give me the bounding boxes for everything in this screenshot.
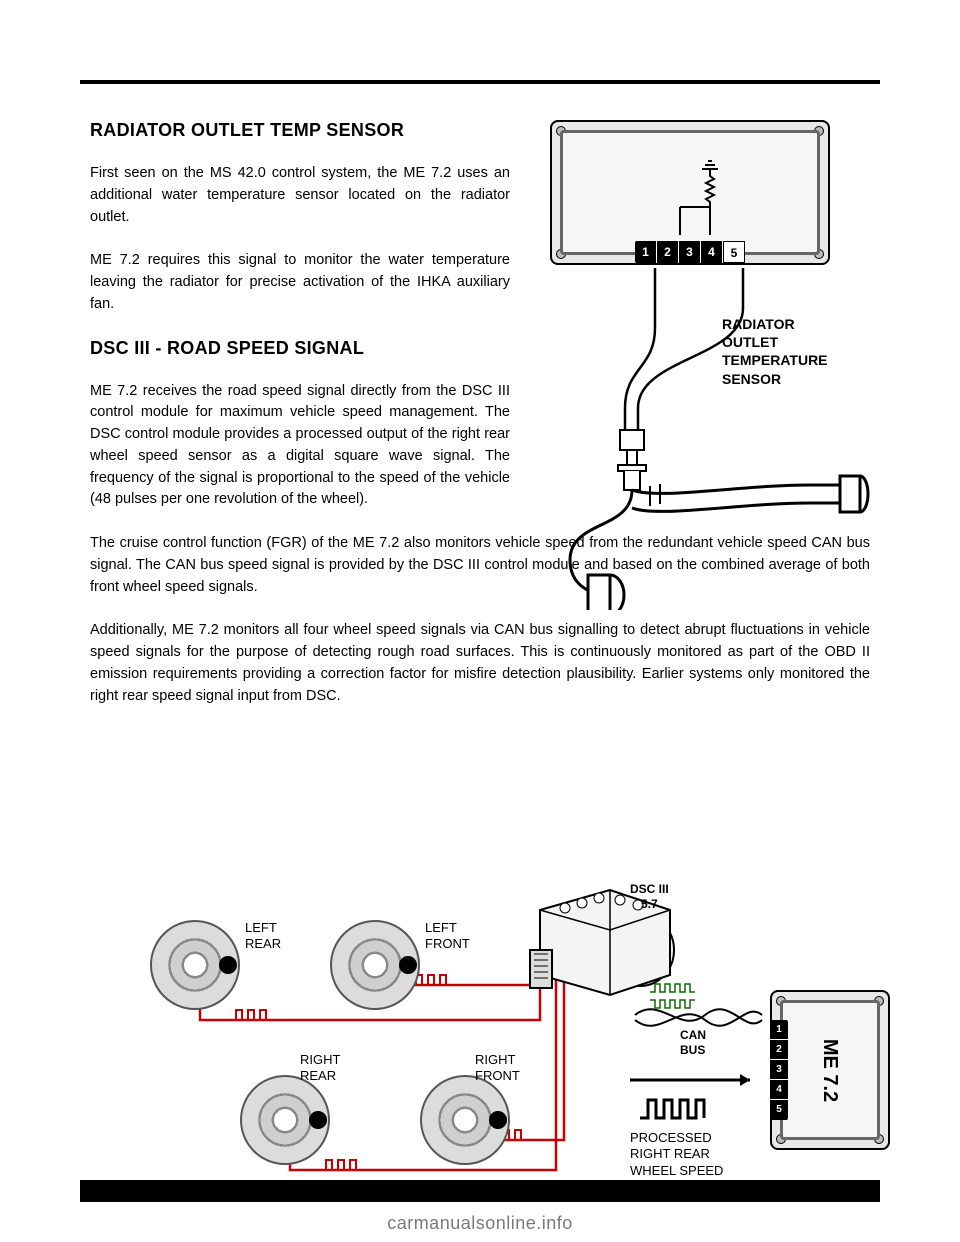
sensor-label-line: TEMPERATURE — [722, 352, 828, 368]
me72-ecu-inner: ME 7.2 — [780, 1000, 880, 1140]
wheel-hub-icon — [399, 956, 417, 974]
sensor-label-line: OUTLET — [722, 334, 778, 350]
me72-ecu-box: ME 7.2 1 2 3 4 5 — [770, 990, 890, 1150]
label-line: LEFT — [245, 920, 277, 935]
label-line: REAR — [300, 1068, 336, 1083]
section2-p3: Additionally, ME 7.2 monitors all four w… — [90, 620, 870, 707]
ecu-pin: 3 — [770, 1060, 788, 1080]
wheel-label-rr: RIGHT REAR — [300, 1052, 340, 1083]
label-line: REAR — [245, 936, 281, 951]
watermark-text: carmanualsonline.info — [0, 1213, 960, 1234]
ecu-pin: 5 — [770, 1100, 788, 1120]
label-line: PROCESSED — [630, 1130, 712, 1145]
sensor-label-line: RADIATOR — [722, 316, 795, 332]
wheel-label-lr: LEFT REAR — [245, 920, 281, 951]
wheel-right-rear-icon — [240, 1075, 330, 1165]
wheel-left-rear-icon — [150, 920, 240, 1010]
section2-heading: DSC III - ROAD SPEED SIGNAL — [90, 338, 510, 359]
header-rule — [80, 80, 880, 84]
label-line: 5.7 — [641, 897, 658, 911]
wheel-disc — [240, 1075, 330, 1165]
wheel-disc — [420, 1075, 510, 1165]
label-line: FRONT — [425, 936, 470, 951]
label-line: BUS — [680, 1043, 705, 1057]
ecu-pin-column: 1 2 3 4 5 — [770, 1020, 788, 1120]
ecu-pin: 4 — [770, 1080, 788, 1100]
can-bus-label: CAN BUS — [680, 1028, 706, 1058]
figure-radiator-sensor: 1 2 3 4 5 RADIATOR OUTLET TEMPERATURE SE… — [510, 120, 870, 610]
wheel-hub-icon — [489, 1111, 507, 1129]
left-text-column: RADIATOR OUTLET TEMP SENSOR First seen o… — [90, 120, 510, 511]
wheel-label-lf: LEFT FRONT — [425, 920, 470, 951]
sensor-label: RADIATOR OUTLET TEMPERATURE SENSOR — [722, 315, 872, 388]
radiator-hose-icon — [510, 400, 870, 610]
label-line: RIGHT — [475, 1052, 515, 1067]
label-line: CAN — [680, 1028, 706, 1042]
ecu-connector-inner — [560, 130, 820, 255]
wheel-disc — [150, 920, 240, 1010]
processed-output-label: PROCESSED RIGHT REAR WHEEL SPEED — [630, 1130, 723, 1179]
wheel-hub-icon — [309, 1111, 327, 1129]
wheel-right-front-icon — [420, 1075, 510, 1165]
ecu-pin: 2 — [770, 1040, 788, 1060]
wheel-hub-icon — [219, 956, 237, 974]
page-number: 22 — [82, 1182, 98, 1198]
figure-dsc-diagram: LEFT REAR LEFT FRONT RIGHT REAR RIGHT FR… — [90, 880, 890, 1190]
sensor-label-line: SENSOR — [722, 371, 781, 387]
wheel-label-rf: RIGHT FRONT — [475, 1052, 520, 1083]
wheel-left-front-icon — [330, 920, 420, 1010]
me72-ecu-label: ME 7.2 — [818, 1038, 841, 1101]
label-line: RIGHT REAR — [630, 1146, 710, 1161]
label-line: LEFT — [425, 920, 457, 935]
ecu-pin: 1 — [770, 1020, 788, 1040]
label-line: RIGHT — [300, 1052, 340, 1067]
label-line: DSC III — [630, 882, 669, 896]
section1-p1: First seen on the MS 42.0 control system… — [90, 163, 510, 228]
dsc-unit-label: DSC III 5.7 — [630, 882, 669, 912]
section1-p2: ME 7.2 requires this signal to monitor t… — [90, 250, 510, 315]
label-line: WHEEL SPEED — [630, 1163, 723, 1178]
section2-p1: ME 7.2 receives the road speed signal di… — [90, 381, 510, 512]
label-line: FRONT — [475, 1068, 520, 1083]
wheel-disc — [330, 920, 420, 1010]
resistor-ground-icon — [670, 147, 730, 237]
footer-rule — [80, 1180, 880, 1202]
section1-heading: RADIATOR OUTLET TEMP SENSOR — [90, 120, 510, 141]
